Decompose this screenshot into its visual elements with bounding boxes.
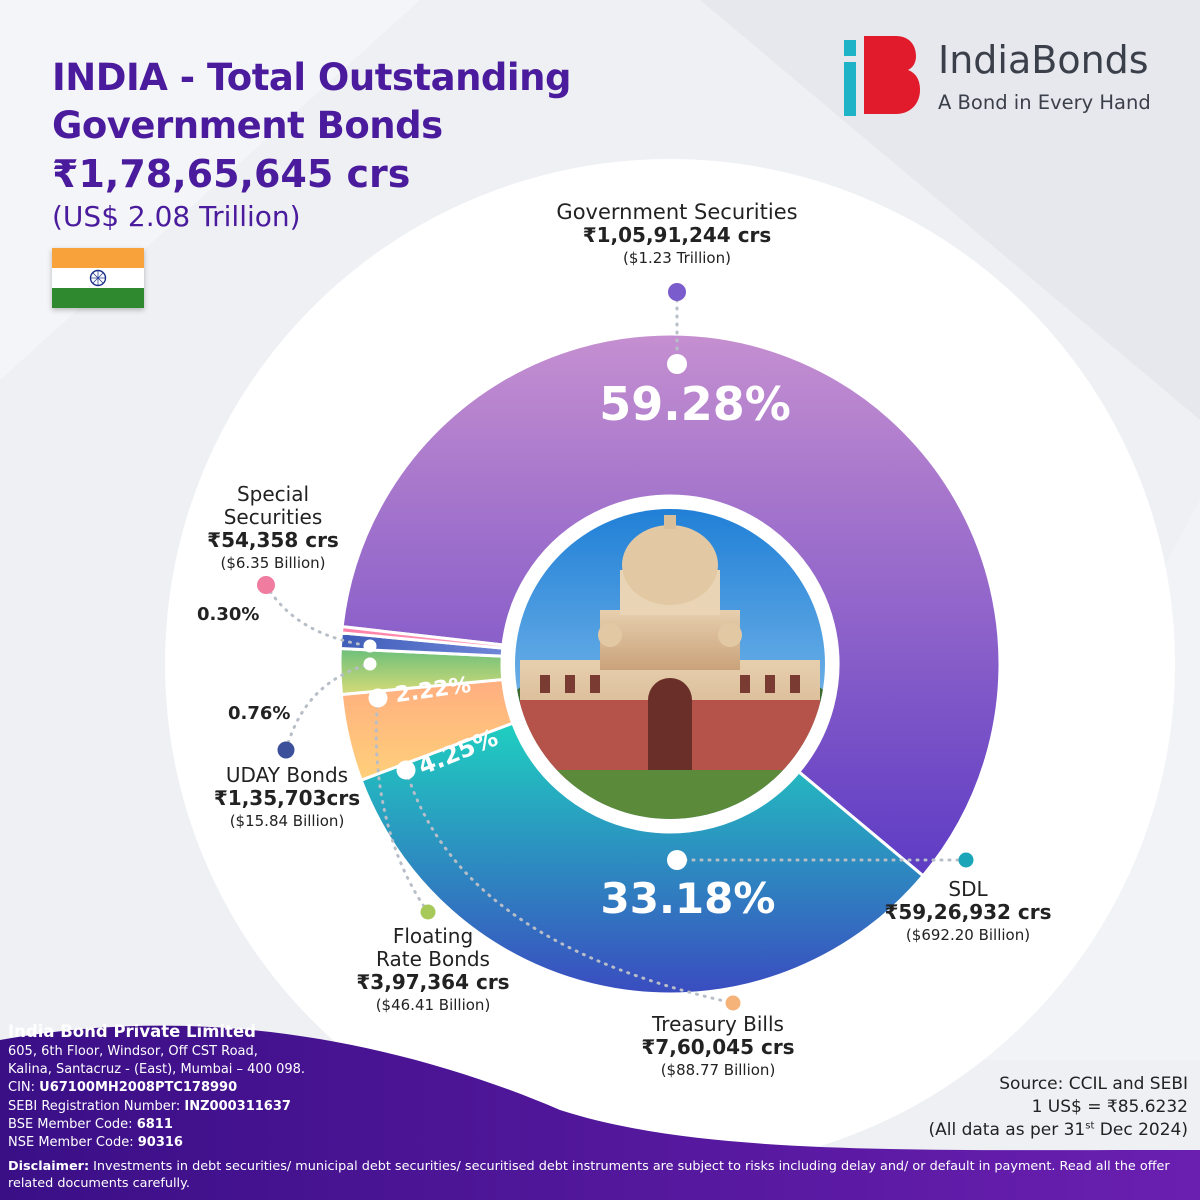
label-connectors bbox=[264, 290, 968, 1005]
bg-facet bbox=[700, 0, 1200, 420]
dot-floating-rate-bonds bbox=[420, 904, 436, 920]
series-usd: ($88.77 Billion) bbox=[660, 1061, 776, 1079]
dot-uday-bonds bbox=[277, 741, 295, 759]
cin-line: CIN: U67100MH2008PTC178990 bbox=[8, 1079, 305, 1097]
series-usd: ($15.84 Billion) bbox=[229, 812, 345, 830]
data-date: (All data as per 31st Dec 2024) bbox=[928, 1119, 1188, 1142]
total-outstanding: ₹1,78,65,645 crs bbox=[52, 152, 411, 196]
label-special-securities: Special Securities ₹54,358 crs ($6.35 Bi… bbox=[193, 483, 353, 572]
label-treasury-bills: Treasury Bills ₹7,60,045 crs ($88.77 Bil… bbox=[618, 1013, 818, 1079]
cin-label: CIN: bbox=[8, 1080, 40, 1096]
company-name: India Bond Private Limited bbox=[8, 1022, 256, 1041]
brand-name: IndiaBonds bbox=[938, 38, 1149, 82]
series-usd: ($1.23 Trillion) bbox=[623, 249, 731, 268]
nse-label: NSE Member Code: bbox=[8, 1135, 138, 1151]
north-block-building-image bbox=[515, 509, 825, 819]
company-info: India Bond Private Limited 605, 6th Floo… bbox=[8, 1020, 305, 1152]
page-title-line2: Government Bonds bbox=[52, 104, 443, 147]
sebi-line: SEBI Registration Number: INZ000311637 bbox=[8, 1098, 305, 1116]
series-value: ₹54,358 crs bbox=[207, 528, 339, 552]
series-value: ₹59,26,932 crs bbox=[884, 900, 1052, 924]
series-name-line1: Floating bbox=[392, 924, 474, 948]
series-name: UDAY Bonds bbox=[225, 763, 349, 787]
india-flag-icon bbox=[52, 248, 144, 308]
total-outstanding-usd: (US$ 2.08 Trillion) bbox=[52, 200, 301, 233]
pct-label-uday-bonds: 0.76% bbox=[228, 703, 291, 724]
series-name: SDL bbox=[948, 877, 988, 901]
indiabonds-logo-icon bbox=[844, 36, 920, 116]
series-usd: ($692.20 Billion) bbox=[905, 926, 1031, 944]
dot-sdl bbox=[958, 852, 974, 868]
series-name-line2: Securities bbox=[223, 505, 323, 529]
data-date-suffix: Dec 2024) bbox=[1094, 1119, 1188, 1140]
disclaimer-text: Investments in debt securities/ municipa… bbox=[8, 1159, 1170, 1192]
exchange-rate: 1 US$ = ₹85.6232 bbox=[1031, 1096, 1188, 1117]
bse-value: 6811 bbox=[136, 1116, 173, 1132]
series-usd: ($46.41 Billion) bbox=[375, 996, 491, 1014]
series-value: ₹7,60,045 crs bbox=[641, 1035, 795, 1059]
page-title-line1: INDIA - Total Outstanding bbox=[52, 56, 571, 99]
pct-label-special-securities: 0.30% bbox=[197, 604, 260, 625]
nse-value: 90316 bbox=[137, 1135, 183, 1151]
series-name-line2: Rate Bonds bbox=[376, 947, 490, 971]
bse-line: BSE Member Code: 6811 bbox=[8, 1116, 305, 1134]
footer-band bbox=[0, 1025, 1200, 1200]
address-line2: Kalina, Santacruz - (East), Mumbai – 400… bbox=[8, 1062, 306, 1078]
series-value: ₹1,35,703crs bbox=[213, 786, 361, 810]
sebi-value: INZ000311637 bbox=[184, 1098, 291, 1114]
data-date-sup: st bbox=[1085, 1120, 1095, 1132]
address-line1: 605, 6th Floor, Windsor, Off CST Road, bbox=[8, 1044, 258, 1060]
brand-tagline: A Bond in Every Hand bbox=[938, 91, 1151, 114]
pct-label-government-securities: 59.28% bbox=[599, 377, 791, 431]
series-name: Treasury Bills bbox=[652, 1012, 784, 1036]
label-uday-bonds: UDAY Bonds ₹1,35,703crs ($15.84 Billion) bbox=[197, 764, 377, 830]
dot-government-securities bbox=[668, 283, 686, 301]
bse-label: BSE Member Code: bbox=[8, 1116, 137, 1132]
data-date-prefix: (All data as per 31 bbox=[928, 1119, 1086, 1140]
pct-label-sdl: 33.18% bbox=[601, 874, 776, 923]
source-note: Source: CCIL and SEBI 1 US$ = ₹85.6232 (… bbox=[928, 1073, 1188, 1142]
sebi-label: SEBI Registration Number: bbox=[8, 1098, 185, 1114]
dot-special-securities bbox=[257, 576, 275, 594]
segment-markers bbox=[363, 354, 687, 870]
series-name: Government Securities bbox=[556, 200, 798, 224]
label-sdl: SDL ₹59,26,932 crs ($692.20 Billion) bbox=[868, 878, 1068, 944]
source-line: Source: CCIL and SEBI bbox=[999, 1074, 1188, 1094]
ashoka-chakra-icon bbox=[89, 269, 107, 287]
disclaimer: Disclaimer: Investments in debt securiti… bbox=[8, 1158, 1192, 1193]
series-value: ₹1,05,91,244 crs bbox=[582, 223, 772, 248]
label-floating-rate-bonds: Floating Rate Bonds ₹3,97,364 crs ($46.4… bbox=[343, 925, 523, 1014]
label-government-securities: Government Securities ₹1,05,91,244 crs (… bbox=[479, 200, 875, 267]
series-value: ₹3,97,364 crs bbox=[356, 970, 510, 994]
series-usd: ($6.35 Billion) bbox=[220, 554, 326, 572]
series-name-line1: Special bbox=[236, 482, 310, 506]
nse-line: NSE Member Code: 90316 bbox=[8, 1134, 305, 1152]
cin-value: U67100MH2008PTC178990 bbox=[39, 1080, 238, 1096]
disclaimer-label: Disclaimer: bbox=[8, 1159, 90, 1174]
dot-treasury-bills bbox=[725, 995, 741, 1011]
